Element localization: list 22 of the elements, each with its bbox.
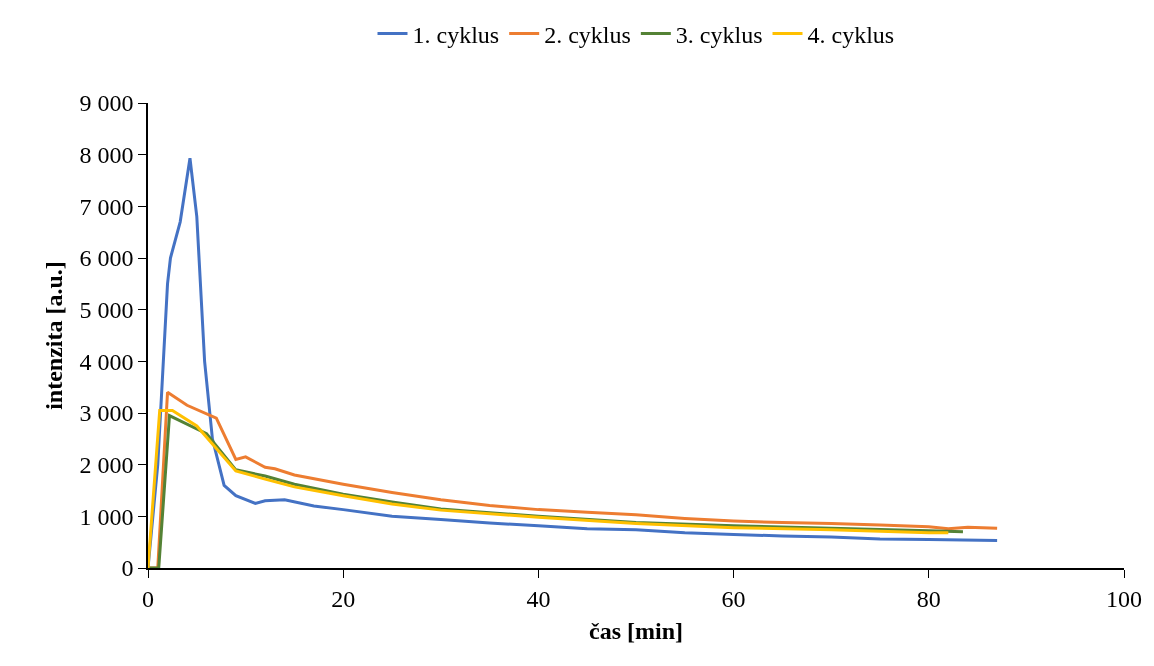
x-tick-label: 60 — [721, 585, 746, 612]
legend-label: 1. cyklus — [412, 21, 500, 48]
x-tick-label: 0 — [142, 585, 154, 612]
y-tick-label: 2 000 — [79, 452, 134, 479]
legend-label: 2. cyklus — [544, 21, 631, 48]
x-tick-label: 100 — [1106, 585, 1142, 612]
legend-label: 3. cyklus — [675, 21, 763, 48]
y-axis-title: intenzita [a.u.] — [41, 261, 68, 410]
x-tick-label: 80 — [916, 585, 941, 612]
y-tick-label: 3 000 — [79, 400, 134, 427]
x-axis-title: čas [min] — [589, 618, 683, 645]
y-tick-label: 6 000 — [79, 245, 134, 272]
y-tick-label: 1 000 — [79, 503, 134, 530]
legend-label: 4. cyklus — [807, 21, 895, 48]
y-tick-label: 8 000 — [79, 142, 134, 169]
y-tick-label: 5 000 — [79, 297, 134, 324]
x-tick-label: 20 — [331, 585, 356, 612]
y-tick-label: 7 000 — [79, 193, 134, 220]
y-tick-label: 0 — [121, 555, 134, 582]
x-tick-label: 40 — [526, 585, 551, 612]
y-tick-label: 4 000 — [79, 348, 134, 375]
y-tick-label: 9 000 — [79, 90, 134, 117]
